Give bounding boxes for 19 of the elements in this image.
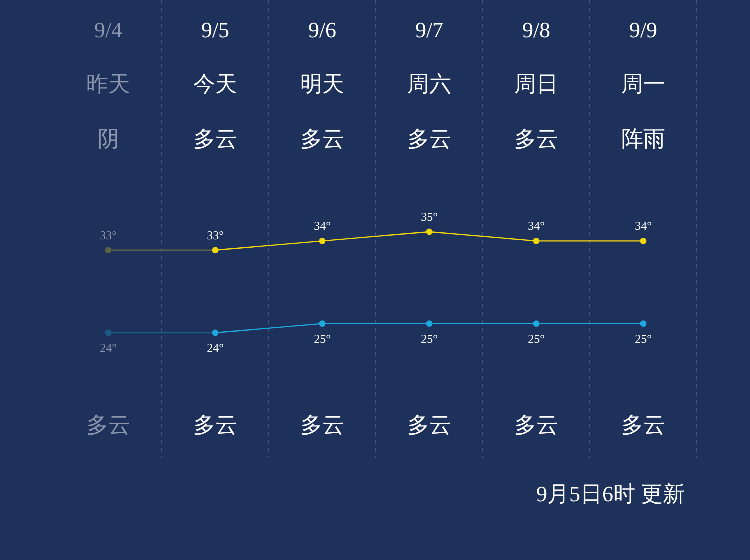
- annotation: 多云: [622, 412, 666, 438]
- annotation: 阵雨: [622, 126, 666, 152]
- annotation: 阴: [98, 126, 120, 152]
- annotation: 多云: [408, 126, 452, 152]
- annotation: 多云: [408, 412, 452, 438]
- annotation: 多云: [300, 126, 344, 152]
- annotation: 周六: [408, 72, 452, 96]
- annotation: 多云: [194, 412, 238, 438]
- annotation: 多云: [194, 126, 238, 152]
- annotation: 周日: [514, 72, 558, 96]
- annotation: 多云: [514, 412, 558, 438]
- annotation: 今天: [194, 72, 238, 96]
- annotation: 9月5日6时 更新: [536, 482, 685, 506]
- annotation: 昨天: [86, 72, 130, 96]
- annotation: 多云: [86, 412, 130, 438]
- annotation: 多云: [514, 126, 558, 152]
- annotation: 周一: [622, 72, 666, 96]
- annotation: 多云: [300, 412, 344, 438]
- annotation: 明天: [300, 72, 344, 96]
